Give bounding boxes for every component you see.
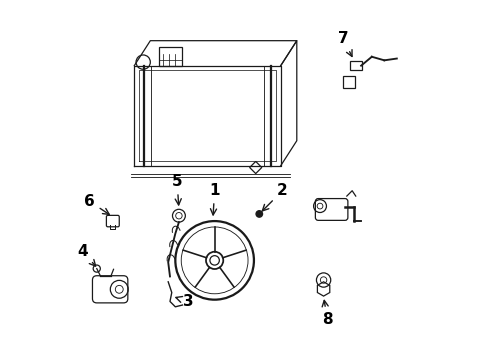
Text: 6: 6 [84, 194, 109, 215]
Text: 8: 8 [322, 300, 333, 327]
Text: 7: 7 [338, 31, 352, 57]
Text: 5: 5 [172, 174, 182, 205]
FancyBboxPatch shape [93, 276, 128, 303]
Circle shape [256, 211, 263, 217]
FancyBboxPatch shape [106, 215, 119, 227]
Text: 1: 1 [209, 183, 220, 215]
FancyBboxPatch shape [343, 76, 355, 88]
Text: 3: 3 [176, 294, 193, 309]
Text: 2: 2 [262, 183, 288, 211]
FancyBboxPatch shape [316, 199, 348, 220]
Circle shape [210, 256, 220, 265]
Text: 4: 4 [77, 244, 96, 266]
FancyBboxPatch shape [350, 61, 362, 70]
FancyBboxPatch shape [159, 47, 182, 66]
